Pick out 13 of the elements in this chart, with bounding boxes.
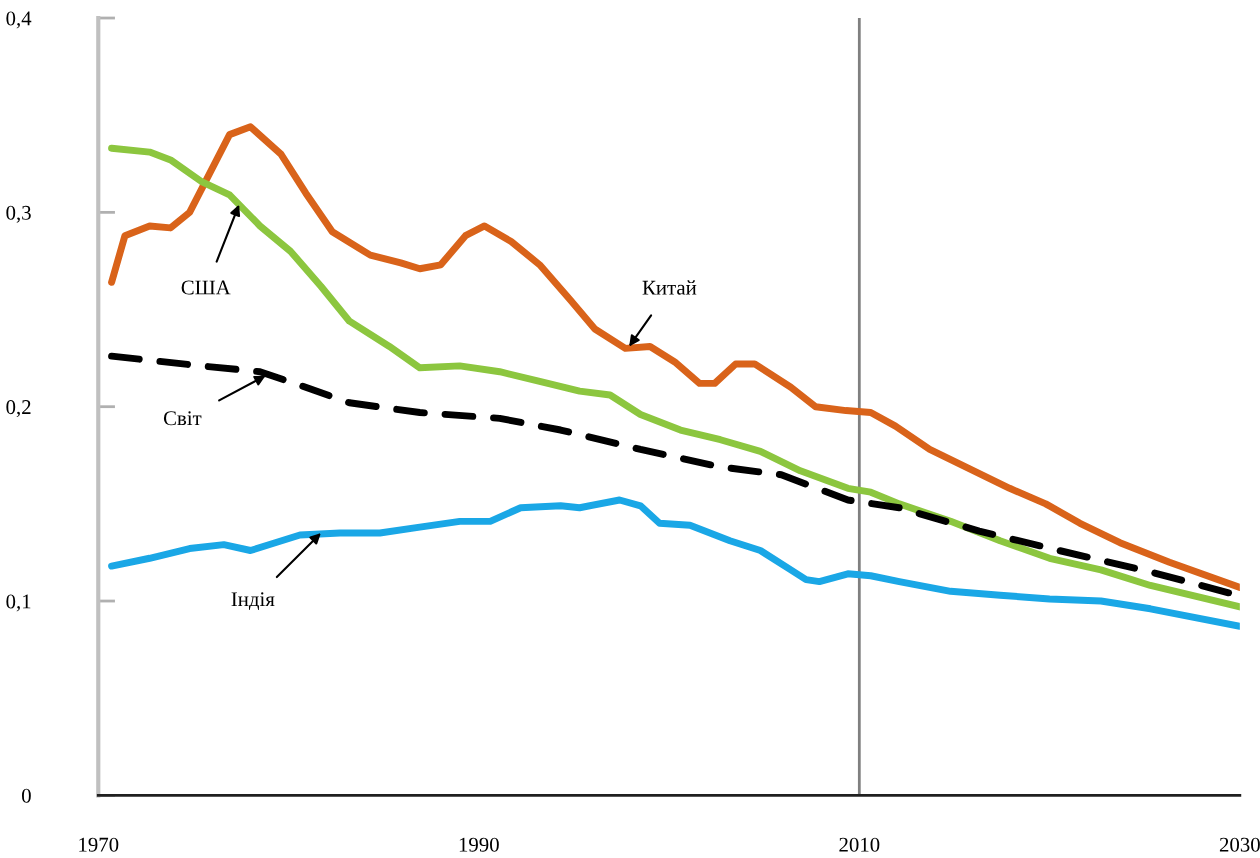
y-tick-label: 0 (21, 788, 31, 803)
annotation: США (181, 280, 231, 295)
y-tick-label: 0,4 (6, 11, 32, 29)
y-tick-label: 0,3 (6, 205, 31, 223)
x-tick-label: 1990 (459, 837, 499, 852)
annotation: Китай (642, 280, 697, 295)
annotation: Світ (163, 411, 202, 426)
y-tick-label: 0,2 (6, 400, 31, 418)
y-tick-label: 0,1 (6, 594, 31, 612)
x-tick-label: 2030 (1219, 837, 1260, 852)
annotation: Індія (231, 592, 275, 611)
x-tick-label: 2010 (839, 837, 880, 852)
x-tick-label: 1970 (79, 837, 119, 852)
